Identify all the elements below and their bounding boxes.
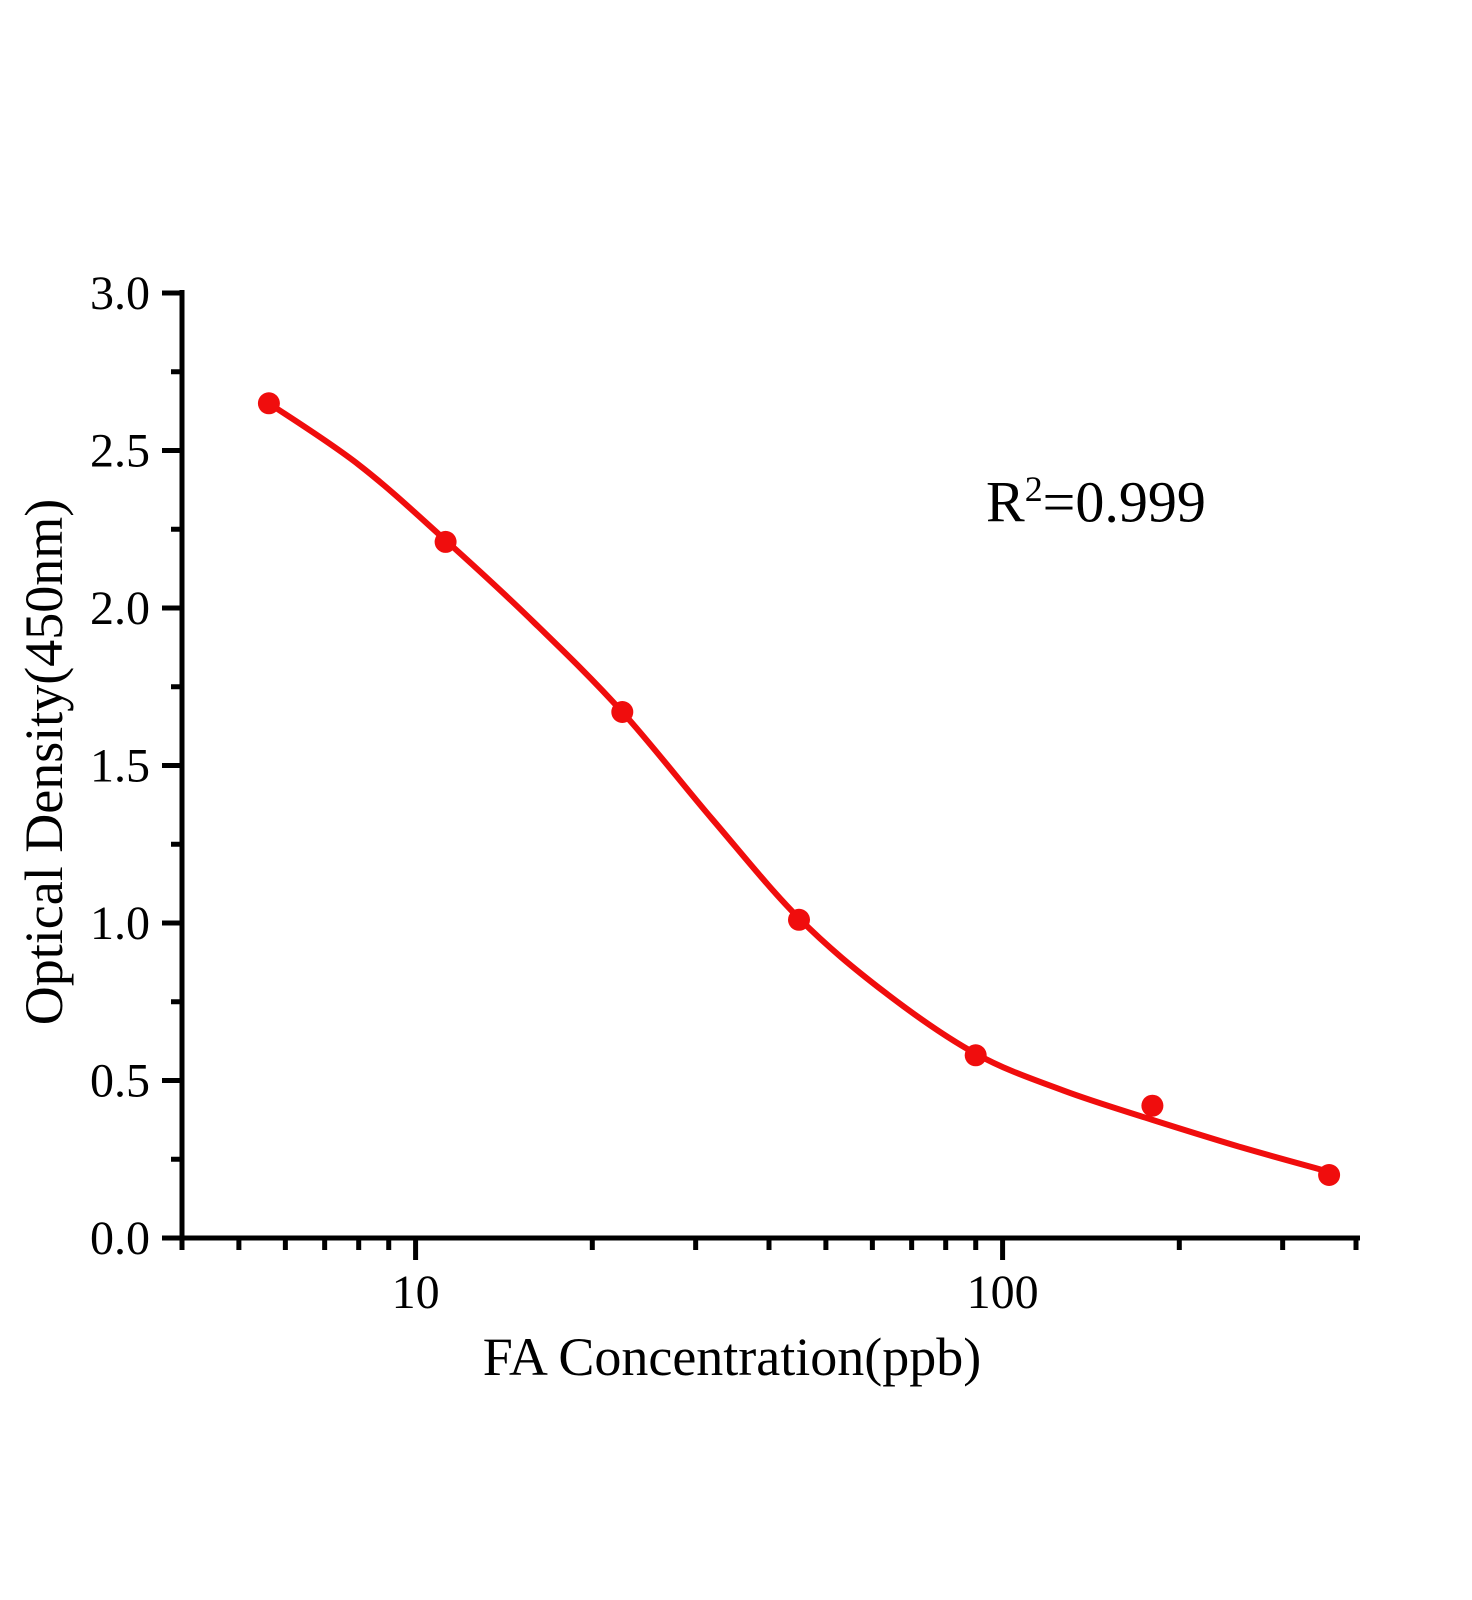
data-point — [611, 701, 634, 723]
y-tick-label: 0.0 — [90, 1212, 150, 1265]
r-squared-annotation: R2=0.999 — [986, 469, 1206, 535]
data-point — [964, 1044, 987, 1067]
data-point — [788, 908, 810, 931]
y-axis-title: Optical Density(450nm) — [14, 498, 74, 1026]
data-point — [1141, 1094, 1164, 1117]
y-tick-label: 3.0 — [90, 267, 150, 320]
data-point — [434, 530, 457, 553]
x-tick-label: 100 — [967, 1266, 1039, 1319]
data-point — [1318, 1164, 1341, 1186]
x-tick-label: 10 — [392, 1266, 440, 1319]
r-squared-exponent: 2 — [1024, 469, 1043, 509]
y-tick-label: 0.5 — [90, 1055, 150, 1108]
r-squared-base: R — [986, 469, 1025, 535]
x-axis-title: FA Concentration(ppb) — [482, 1327, 982, 1387]
y-tick-label: 1.5 — [90, 740, 150, 793]
y-tick-label: 2.0 — [90, 582, 150, 635]
r-squared-value: =0.999 — [1042, 469, 1206, 535]
y-tick-label: 2.5 — [90, 425, 150, 478]
data-point — [257, 392, 280, 415]
y-tick-label: 1.0 — [90, 897, 150, 950]
